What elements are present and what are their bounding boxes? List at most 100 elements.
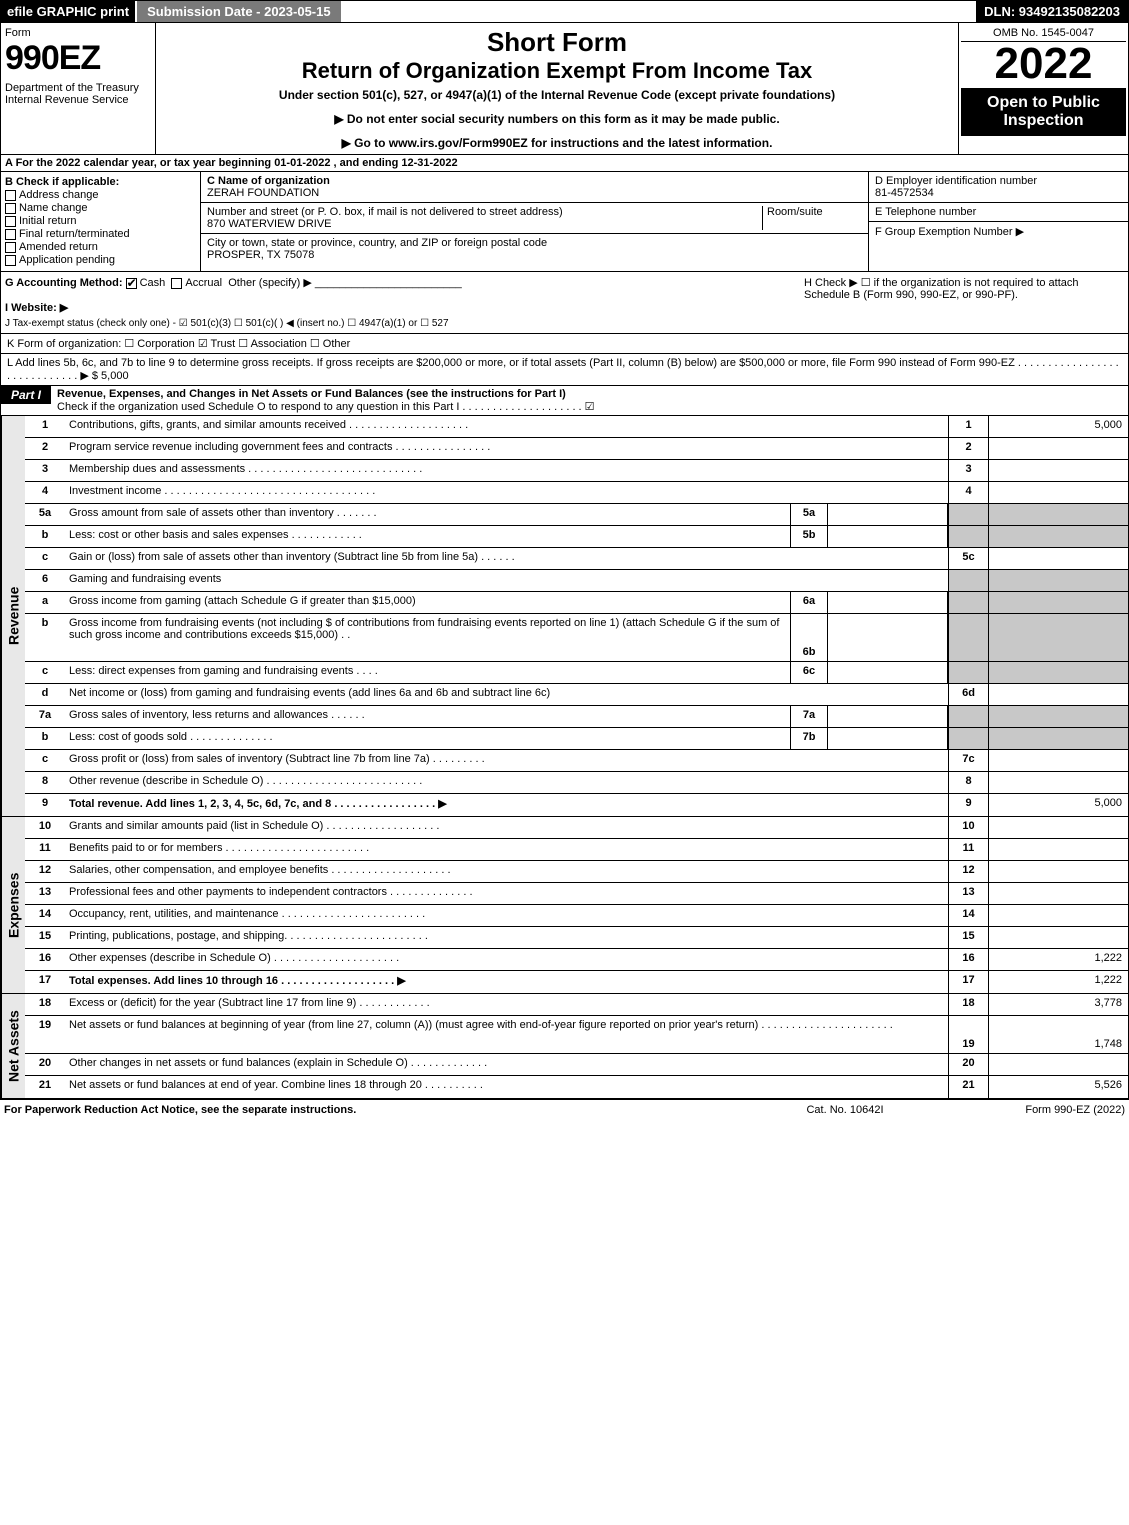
col-d-e-f: D Employer identification number 81-4572… — [868, 172, 1128, 271]
val-7b — [828, 728, 948, 749]
note-link: ▶ Go to www.irs.gov/Form990EZ for instru… — [160, 136, 954, 150]
chk-initial[interactable]: Initial return — [5, 215, 196, 227]
tel-label: E Telephone number — [875, 206, 976, 218]
chk-accrual[interactable] — [171, 278, 182, 289]
chk-name[interactable]: Name change — [5, 202, 196, 214]
val-6b — [828, 614, 948, 661]
val-8 — [988, 772, 1128, 793]
tax-year: 2022 — [961, 42, 1126, 86]
org-name-cell: C Name of organization ZERAH FOUNDATION — [201, 172, 868, 203]
org-name: ZERAH FOUNDATION — [207, 187, 319, 199]
part-1-header: Part I Revenue, Expenses, and Changes in… — [0, 386, 1129, 416]
chk-amended[interactable]: Amended return — [5, 241, 196, 253]
b-header: B Check if applicable: — [5, 176, 196, 188]
tel-cell: E Telephone number — [869, 203, 1128, 222]
val-19: 1,748 — [988, 1016, 1128, 1053]
val-10 — [988, 817, 1128, 838]
submission-date: Submission Date - 2023-05-15 — [137, 1, 341, 22]
header-right: OMB No. 1545-0047 2022 Open to Public In… — [958, 23, 1128, 154]
col-b: B Check if applicable: Address change Na… — [1, 172, 201, 271]
form-number: 990EZ — [5, 39, 151, 78]
group-cell: F Group Exemption Number ▶ — [869, 222, 1128, 241]
open-public: Open to Public Inspection — [961, 88, 1126, 136]
g-accounting: G Accounting Method: Cash Accrual Other … — [5, 276, 804, 329]
section-b-to-f: B Check if applicable: Address change Na… — [0, 172, 1129, 272]
part-1-sub: Check if the organization used Schedule … — [57, 401, 595, 413]
val-6d — [988, 684, 1128, 705]
j-tax-status: J Tax-exempt status (check only one) - ☑… — [5, 318, 804, 329]
row-l: L Add lines 5b, 6c, and 7b to line 9 to … — [0, 354, 1129, 386]
row-k: K Form of organization: ☐ Corporation ☑ … — [0, 334, 1129, 354]
city: PROSPER, TX 75078 — [207, 249, 314, 261]
col-c: C Name of organization ZERAH FOUNDATION … — [201, 172, 868, 271]
val-2 — [988, 438, 1128, 459]
chk-final[interactable]: Final return/terminated — [5, 228, 196, 240]
expenses-vlabel: Expenses — [1, 817, 25, 993]
val-20 — [988, 1054, 1128, 1075]
h-schedule-b: H Check ▶ ☐ if the organization is not r… — [804, 276, 1124, 329]
val-5c — [988, 548, 1128, 569]
header-center: Short Form Return of Organization Exempt… — [156, 23, 958, 154]
val-7a — [828, 706, 948, 727]
val-14 — [988, 905, 1128, 926]
part-1-label: Part I — [1, 386, 51, 404]
val-1: 5,000 — [988, 416, 1128, 437]
header-left: Form 990EZ Department of the Treasury In… — [1, 23, 156, 154]
address-cell: Number and street (or P. O. box, if mail… — [201, 203, 868, 234]
city-cell: City or town, state or province, country… — [201, 234, 868, 264]
address: 870 WATERVIEW DRIVE — [207, 218, 332, 230]
dln: DLN: 93492135082203 — [976, 1, 1128, 22]
c-name-label: C Name of organization — [207, 175, 330, 187]
val-13 — [988, 883, 1128, 904]
val-16: 1,222 — [988, 949, 1128, 970]
ein-cell: D Employer identification number 81-4572… — [869, 172, 1128, 203]
ein: 81-4572534 — [875, 187, 934, 199]
net-assets-section: Net Assets 18Excess or (deficit) for the… — [0, 994, 1129, 1099]
chk-pending[interactable]: Application pending — [5, 254, 196, 266]
top-bar: efile GRAPHIC print Submission Date - 20… — [0, 0, 1129, 23]
val-5b — [828, 526, 948, 547]
val-4 — [988, 482, 1128, 503]
cat-no: Cat. No. 10642I — [745, 1104, 945, 1116]
form-ref: Form 990-EZ (2022) — [945, 1104, 1125, 1116]
efile-label[interactable]: efile GRAPHIC print — [1, 1, 135, 22]
i-website: I Website: ▶ — [5, 301, 804, 314]
val-7c — [988, 750, 1128, 771]
form-header: Form 990EZ Department of the Treasury In… — [0, 23, 1129, 155]
val-6a — [828, 592, 948, 613]
note-link-text[interactable]: ▶ Go to www.irs.gov/Form990EZ for instru… — [342, 136, 773, 150]
form-word: Form — [5, 27, 151, 39]
revenue-section: Revenue 1Contributions, gifts, grants, a… — [0, 416, 1129, 817]
department: Department of the Treasury Internal Reve… — [5, 82, 151, 106]
val-21: 5,526 — [988, 1076, 1128, 1098]
val-6c — [828, 662, 948, 683]
paperwork-notice: For Paperwork Reduction Act Notice, see … — [4, 1104, 745, 1116]
footer: For Paperwork Reduction Act Notice, see … — [0, 1099, 1129, 1120]
val-18: 3,778 — [988, 994, 1128, 1015]
form-subtitle: Under section 501(c), 527, or 4947(a)(1)… — [160, 88, 954, 102]
chk-cash[interactable] — [126, 278, 137, 289]
val-17: 1,222 — [988, 971, 1128, 993]
city-label: City or town, state or province, country… — [207, 237, 547, 249]
val-15 — [988, 927, 1128, 948]
val-12 — [988, 861, 1128, 882]
val-9: 5,000 — [988, 794, 1128, 816]
val-11 — [988, 839, 1128, 860]
part-1-title: Revenue, Expenses, and Changes in Net As… — [51, 386, 1128, 415]
addr-label: Number and street (or P. O. box, if mail… — [207, 206, 563, 218]
expenses-section: Expenses 10Grants and similar amounts pa… — [0, 817, 1129, 994]
revenue-vlabel: Revenue — [1, 416, 25, 816]
val-5a — [828, 504, 948, 525]
net-vlabel: Net Assets — [1, 994, 25, 1098]
group-label: F Group Exemption Number ▶ — [875, 226, 1024, 238]
form-title: Return of Organization Exempt From Incom… — [160, 58, 954, 84]
ein-label: D Employer identification number — [875, 175, 1037, 187]
short-form-title: Short Form — [160, 27, 954, 58]
note-ssn: ▶ Do not enter social security numbers o… — [160, 112, 954, 126]
room-label: Room/suite — [762, 206, 862, 230]
g-label: G Accounting Method: — [5, 277, 123, 289]
chk-address[interactable]: Address change — [5, 189, 196, 201]
row-g-h: G Accounting Method: Cash Accrual Other … — [0, 272, 1129, 334]
row-a: A For the 2022 calendar year, or tax yea… — [0, 155, 1129, 172]
val-3 — [988, 460, 1128, 481]
